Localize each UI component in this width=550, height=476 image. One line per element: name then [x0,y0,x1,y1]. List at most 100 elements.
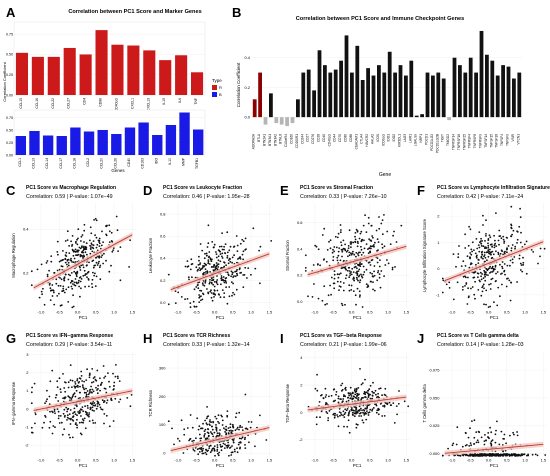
scatter-point [72,393,75,396]
scatter-panel-letter: E [280,183,289,198]
scatter-point [360,263,363,265]
scatter-point [355,276,358,279]
scatter-point [100,256,103,258]
scatter-point [356,287,359,290]
scatter-x-tick-label: 0.0 [75,458,81,463]
panel-b-category-label: VTCN1 [516,134,520,145]
scatter-point [83,241,85,243]
scatter-point [58,377,61,380]
scatter-point [98,241,100,243]
scatter-point [75,271,77,274]
scatter-point [494,239,496,242]
scatter-point [363,247,366,250]
scatter-point [373,265,376,267]
scatter-point [80,240,82,242]
scatter-point [85,242,88,245]
scatter-point [226,410,229,412]
panel-a-bar [111,44,124,95]
panel-a-legend-title: Type [212,78,222,83]
scatter-point [198,433,201,436]
scatter-point [64,390,67,393]
scatter-trend-line [170,427,270,452]
scatter-point [230,454,233,456]
scatter-point [192,448,195,451]
scatter-point [210,281,213,284]
scatter-point [215,265,218,268]
panel-b-category-label: CTLA4 [360,134,364,144]
scatter-point [499,295,501,298]
scatter-point [451,444,454,447]
scatter-panel: C PC1 Score vs Macrophage RegulationCorre… [6,183,136,320]
scatter-point [483,453,486,455]
panel-b-bar [263,117,268,125]
scatter-point [248,441,250,444]
scatter-point [464,285,466,287]
scatter-point [494,433,497,436]
scatter-point [54,412,56,415]
scatter-point [212,278,215,281]
panel-b-category-label: TNFRSF25 [462,134,466,150]
scatter-point [97,401,100,404]
panel-b-bar [512,78,516,118]
scatter-y-tick-label: 0.6 [160,234,166,239]
scatter-point [351,398,354,401]
scatter-point [77,253,80,256]
scatter-point [502,238,505,241]
scatter-point [205,448,207,451]
scatter-point [30,391,33,394]
scatter-point [328,240,330,243]
scatter-point [337,395,340,398]
scatter-point [319,264,321,267]
scatter-point [214,415,217,418]
scatter-point [207,260,210,263]
panel-a-bar [15,52,29,95]
scatter-point [114,375,117,378]
scatter-point [347,392,350,395]
panel-a-bar [165,125,177,155]
scatter-point [56,269,59,272]
scatter-point [466,444,468,446]
scatter-point [378,276,381,279]
scatter-point [480,242,483,245]
scatter-point [94,285,97,287]
scatter-point [206,246,209,248]
scatter-point [229,260,232,263]
scatter-panel: E PC1 Score vs Stromal FractionCorrelatio… [280,183,410,320]
scatter-point [171,427,173,430]
panel-b-category-label: TNFRSF9 [479,134,483,149]
scatter-point [373,245,375,248]
scatter-point [244,266,247,269]
scatter-point [335,246,338,249]
scatter-point [221,289,224,291]
scatter-point [352,414,354,416]
scatter-point [74,278,77,280]
scatter-point [45,400,48,403]
scatter-point [360,411,362,414]
scatter-point [503,242,505,244]
scatter-point [349,274,351,277]
scatter-point [91,246,94,249]
scatter-point [360,254,363,256]
scatter-point [223,261,225,263]
scatter-point [219,445,222,448]
panel-a-bar [79,54,92,95]
scatter-point [81,380,83,382]
scatter-point [224,431,227,433]
scatter-point [339,398,341,400]
scatter-point [365,412,367,415]
scatter-point [205,271,207,273]
panel-a-legend-swatch [212,92,217,97]
scatter-point [232,426,235,429]
scatter-point [487,239,490,242]
scatter-point [516,454,518,457]
scatter-point [341,401,344,404]
scatter-point [510,235,513,238]
scatter-point [215,253,218,256]
scatter-point [204,282,207,284]
scatter-point [361,306,364,308]
scatter-y-tick-label: 0.050 [429,395,440,400]
scatter-point [67,301,70,303]
scatter-point [87,393,90,396]
panel-b-bar [501,65,505,118]
scatter-point [354,388,356,390]
